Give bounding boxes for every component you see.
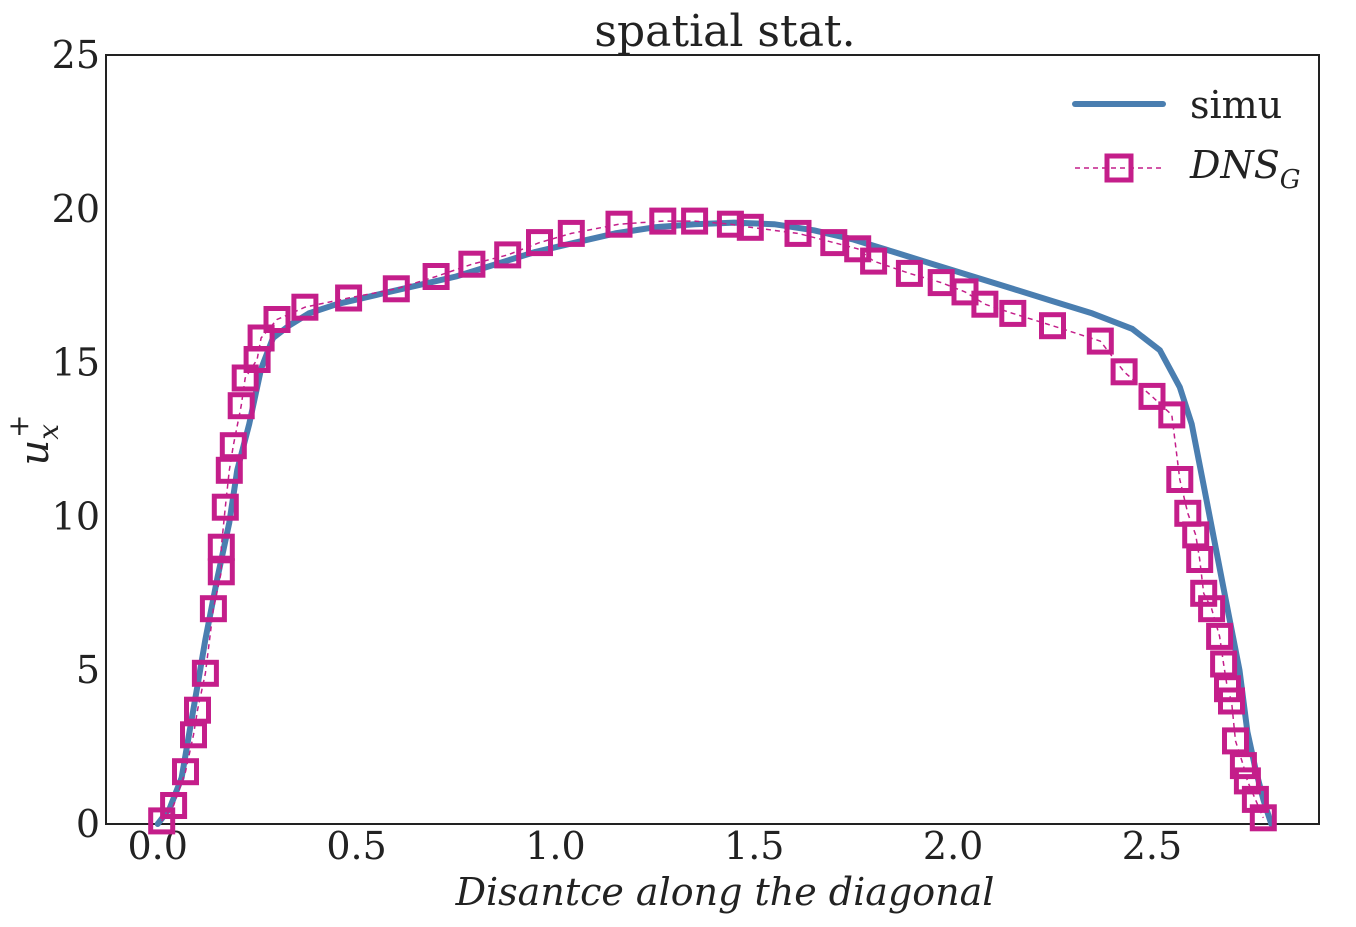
series-dns-marker (207, 558, 235, 586)
series-dns-marker (382, 275, 410, 303)
x-tick-label: 2.0 (923, 824, 983, 868)
series-dns-marker (458, 250, 486, 278)
y-axis-label-sup: + (2, 414, 35, 437)
series-dns-marker (247, 324, 275, 352)
series-dns-marker (1218, 687, 1245, 715)
legend-dns-marker (1104, 153, 1134, 183)
series-dns-marker (1229, 752, 1257, 780)
series-dns-marker (860, 247, 888, 275)
series-dns-marker (895, 259, 923, 287)
series-dns-marker (263, 306, 291, 333)
series-dns-marker (999, 299, 1027, 327)
series-dns-marker (1222, 727, 1249, 755)
series-dns-line (161, 220, 1264, 822)
series-dns-marker (1210, 650, 1238, 678)
y-axis-label: ux+ (2, 414, 65, 465)
series-dns-marker (1190, 579, 1218, 607)
series-dns-marker (1039, 312, 1066, 340)
series-dns-marker (494, 241, 522, 269)
y-tick-label: 10 (52, 494, 100, 538)
x-ticks: 0.0 0.5 1.0 1.5 2.0 2.5 (127, 824, 1182, 868)
series-dns-marker (172, 758, 199, 786)
series-dns-marker (160, 792, 188, 819)
legend: simu DNSG (1072, 83, 1301, 195)
series-dns-marker (1198, 595, 1226, 623)
series-dns-marker (1158, 401, 1186, 429)
y-tick-label: 25 (52, 33, 100, 77)
series-dns-marker (784, 219, 812, 247)
y-tick-label: 15 (52, 341, 100, 385)
legend-dns-label-base: DNS (1189, 143, 1280, 187)
series-dns-marker (605, 210, 633, 238)
y-tick-label: 20 (52, 187, 100, 231)
series-dns-marker (649, 207, 677, 235)
series-dns-marker (180, 721, 207, 749)
svg-text:ux+: ux+ (2, 414, 65, 465)
series-dns-marker (219, 432, 247, 460)
y-tick-label: 5 (76, 648, 100, 692)
series-dns-marker (526, 229, 553, 257)
x-tick-label: 1.0 (525, 824, 585, 868)
series-dns-marker (1086, 327, 1114, 355)
series-dns-marker (1110, 358, 1138, 386)
chart-title: spatial stat. (594, 6, 855, 57)
series-dns-marker (1206, 622, 1234, 650)
series-dns-marker (971, 290, 999, 318)
x-tick-label: 0.5 (326, 824, 386, 868)
series-dns-marker (422, 263, 450, 290)
y-axis-label-base: u (12, 440, 58, 466)
y-tick-label: 0 (76, 802, 100, 846)
plot-frame (105, 54, 1320, 825)
series-dns-marker (211, 493, 239, 521)
series-dns-marker (1166, 466, 1194, 493)
x-tick-label: 2.5 (1122, 824, 1182, 868)
series-dns-marker (199, 595, 227, 623)
legend-dns-label: DNSG (1189, 143, 1301, 195)
x-tick-label: 1.5 (724, 824, 784, 868)
series-dns-marker (1233, 767, 1261, 795)
legend-simu-label: simu (1190, 83, 1282, 127)
series-dns-marker (736, 213, 764, 241)
series-dns-marker (227, 392, 255, 420)
series-dns-marker (215, 456, 243, 484)
y-axis-label-sub: x (32, 424, 65, 440)
series-dns-marker (1186, 546, 1214, 573)
series-dns-marker (335, 284, 363, 312)
series-layer (148, 207, 1277, 835)
y-ticks: 0 5 10 15 20 25 (52, 33, 100, 846)
legend-dns-label-sub: G (1280, 165, 1301, 195)
series-dns-marker (557, 219, 585, 247)
series-dns-marker (291, 293, 319, 321)
series-dns-marker (1182, 521, 1210, 549)
series-dns-marker (1138, 382, 1166, 410)
series-dns-marker (681, 207, 709, 235)
series-dns-marker (1241, 785, 1269, 813)
series-simu-line (154, 219, 1275, 827)
series-dns-marker (191, 659, 219, 687)
series-dns-marker (184, 696, 211, 724)
series-dns-marker (207, 533, 235, 561)
series-dns-marker (1249, 804, 1277, 832)
x-axis-label: Disantce along the diagonal (455, 870, 995, 914)
